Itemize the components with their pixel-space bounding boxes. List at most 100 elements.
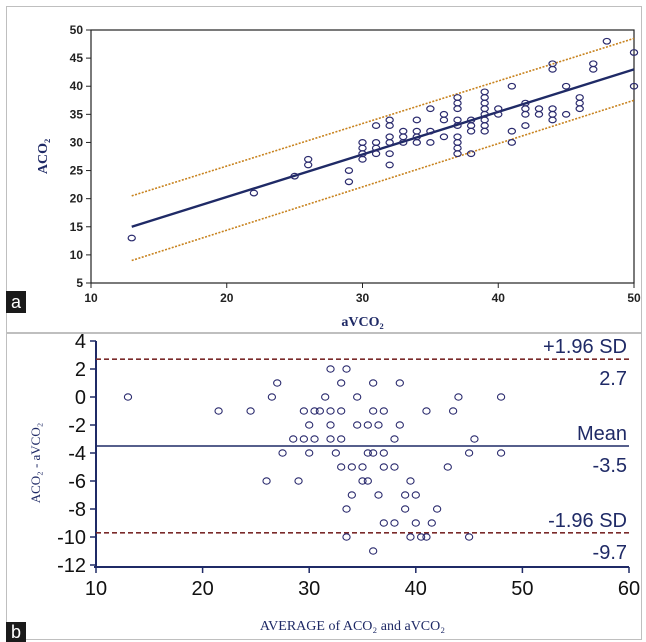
data-point bbox=[379, 449, 388, 457]
data-point bbox=[412, 127, 421, 135]
y-tick-label: 2 bbox=[75, 359, 86, 381]
data-point bbox=[602, 37, 612, 45]
y-tick-label: 4 bbox=[75, 331, 86, 353]
data-point bbox=[127, 234, 136, 242]
data-point bbox=[439, 133, 449, 141]
y-tick-label: 50 bbox=[70, 23, 84, 37]
data-point bbox=[337, 379, 346, 387]
x-tick-label: 30 bbox=[298, 578, 320, 600]
data-point bbox=[326, 407, 335, 415]
data-point bbox=[496, 393, 506, 401]
panel-letter-a: a bbox=[6, 291, 26, 313]
data-point bbox=[379, 407, 388, 415]
data-point bbox=[315, 407, 325, 415]
data-point bbox=[507, 127, 517, 135]
data-point bbox=[406, 477, 415, 485]
data-point bbox=[453, 94, 462, 101]
data-point bbox=[521, 99, 530, 107]
y-tick-label: -8 bbox=[68, 499, 86, 521]
data-point bbox=[422, 533, 431, 541]
data-point bbox=[416, 533, 426, 541]
data-point bbox=[369, 407, 378, 415]
y-tick-label: -4 bbox=[68, 443, 86, 465]
x-tick-label: 20 bbox=[191, 578, 213, 600]
data-point bbox=[363, 449, 372, 457]
y-tick-label: 30 bbox=[70, 135, 84, 149]
data-point bbox=[464, 449, 474, 457]
data-point bbox=[439, 110, 449, 118]
data-point bbox=[289, 435, 298, 443]
panel-letter-b: b bbox=[6, 622, 26, 642]
data-point bbox=[432, 505, 442, 513]
data-point bbox=[304, 155, 313, 163]
data-point bbox=[123, 393, 133, 401]
data-point bbox=[369, 449, 378, 457]
data-point bbox=[399, 127, 408, 135]
data-point bbox=[395, 379, 404, 387]
y-tick-label: -6 bbox=[68, 471, 86, 493]
x-tick-label: 40 bbox=[492, 291, 506, 305]
data-point bbox=[344, 167, 354, 174]
y-tick-label: 5 bbox=[76, 276, 83, 290]
x-tick-label: 60 bbox=[618, 578, 640, 600]
data-point bbox=[561, 110, 571, 118]
data-point bbox=[358, 477, 367, 485]
data-point bbox=[507, 139, 517, 146]
data-point bbox=[507, 82, 517, 90]
x-axis-label: aVCO₂ bbox=[341, 315, 383, 330]
data-point bbox=[561, 82, 571, 90]
data-point bbox=[385, 133, 394, 141]
y-tick-label: 25 bbox=[70, 164, 84, 178]
data-point bbox=[385, 161, 394, 169]
data-point bbox=[385, 150, 394, 158]
data-point bbox=[290, 172, 299, 180]
data-point bbox=[395, 421, 404, 429]
regression-line bbox=[131, 68, 635, 228]
data-point bbox=[267, 393, 277, 401]
data-point bbox=[400, 505, 410, 513]
data-point bbox=[305, 421, 314, 429]
data-point bbox=[278, 449, 287, 457]
data-point bbox=[358, 139, 367, 146]
data-point bbox=[369, 379, 378, 387]
data-point bbox=[305, 449, 314, 457]
data-point bbox=[589, 60, 598, 68]
y-tick-label: 20 bbox=[70, 192, 84, 206]
data-point bbox=[379, 463, 388, 471]
x-tick-label: 30 bbox=[356, 291, 370, 305]
data-point bbox=[548, 60, 557, 68]
data-point bbox=[371, 122, 381, 129]
data-point bbox=[390, 519, 399, 527]
data-point bbox=[363, 421, 372, 429]
y-tick-label: -2 bbox=[68, 415, 86, 437]
data-point bbox=[353, 393, 362, 401]
data-point bbox=[385, 116, 394, 124]
data-point bbox=[337, 407, 346, 415]
data-point bbox=[496, 449, 506, 457]
data-point bbox=[273, 379, 282, 387]
data-point bbox=[411, 491, 420, 499]
x-tick-label: 20 bbox=[220, 291, 234, 305]
data-point bbox=[390, 435, 399, 443]
data-point bbox=[464, 533, 474, 541]
data-point bbox=[400, 491, 410, 499]
y-axis-label: ACO₂ - aVCO₂ bbox=[28, 423, 43, 504]
data-point bbox=[629, 49, 639, 56]
data-point bbox=[453, 133, 462, 141]
data-point bbox=[358, 463, 367, 471]
x-axis-label: AVERAGE of ACO₂ and aVCO₂ bbox=[260, 619, 445, 634]
data-point bbox=[548, 105, 557, 113]
reference-line-name: +1.96 SD bbox=[543, 336, 627, 358]
data-point bbox=[321, 393, 330, 401]
data-point bbox=[426, 139, 435, 146]
y-tick-label: 15 bbox=[70, 220, 84, 234]
x-tick-label: 50 bbox=[511, 578, 533, 600]
data-point bbox=[480, 88, 489, 96]
data-point bbox=[214, 407, 223, 415]
reference-line-value: -3.5 bbox=[593, 455, 627, 477]
data-point bbox=[453, 116, 462, 124]
y-axis-label: ACO₂ bbox=[36, 139, 51, 174]
